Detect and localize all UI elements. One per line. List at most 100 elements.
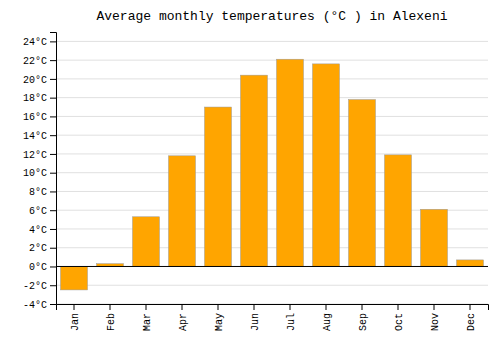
y-tick: 18°C <box>23 93 56 104</box>
x-tick: Mar <box>142 304 153 331</box>
y-tick-label: 8°C <box>29 187 47 198</box>
x-tick-mark <box>326 304 327 310</box>
y-tick-label: -2°C <box>23 281 47 292</box>
grid-line <box>56 153 488 154</box>
plot: -4°C -2°C 0°C 2°C 4°C 6°C 8°C 10°C 12°C 14°C 16°C 1… <box>23 33 489 332</box>
y-tick-mark <box>50 304 56 305</box>
y-tick-label: 16°C <box>23 112 47 123</box>
x-tick-label: Sep <box>358 313 369 331</box>
y-tick: 6°C <box>29 206 56 217</box>
grid-line <box>56 97 488 98</box>
y-axis: -4°C -2°C 0°C 2°C 4°C 6°C 8°C 10°C 12°C 14°C 16°C 1… <box>23 33 57 311</box>
y-axis-line <box>50 33 57 305</box>
x-tick-mark <box>74 304 75 310</box>
grid-line <box>56 191 488 192</box>
x-tick-mark <box>362 304 363 310</box>
y-tick-label: 14°C <box>23 131 47 142</box>
bar <box>169 156 196 267</box>
x-tick: May <box>214 304 225 331</box>
y-tick-mark <box>50 173 56 174</box>
x-tick-label: Feb <box>106 313 117 331</box>
x-tick-label: Mar <box>142 313 153 331</box>
y-tick: 8°C <box>29 187 56 198</box>
y-tick: -4°C <box>23 300 56 311</box>
x-tick-label: Dec <box>466 313 477 331</box>
bar <box>421 209 448 266</box>
y-tick-mark <box>50 229 56 230</box>
grid-line <box>56 41 488 42</box>
grid-line <box>56 172 488 173</box>
y-tick: 2°C <box>29 243 56 254</box>
y-tick-mark <box>50 98 56 99</box>
y-tick-label: 24°C <box>23 37 47 48</box>
y-tick-mark <box>50 285 56 286</box>
zero-line <box>56 266 488 267</box>
y-tick: 24°C <box>23 37 56 48</box>
x-tick: Jul <box>286 304 297 331</box>
x-tick-label: Jul <box>286 313 297 331</box>
y-tick-mark <box>50 116 56 117</box>
y-tick: 10°C <box>23 168 56 179</box>
grid-line <box>56 116 488 117</box>
y-tick-label: 18°C <box>23 93 47 104</box>
bars <box>61 59 484 290</box>
bar <box>133 217 160 267</box>
x-tick-label: Jan <box>70 313 81 331</box>
x-tick-mark <box>470 304 471 310</box>
y-tick-mark <box>50 266 56 267</box>
x-tick: Nov <box>430 304 441 331</box>
x-tick-mark <box>434 304 435 310</box>
y-tick-mark <box>50 210 56 211</box>
bar <box>241 75 268 266</box>
x-tick-mark <box>146 304 147 310</box>
bar <box>61 266 88 289</box>
y-tick: 4°C <box>29 225 56 236</box>
title: Average monthly temperatures (°C ) in Al… <box>96 9 447 24</box>
x-tick: Jan <box>70 304 81 331</box>
y-tick-mark <box>50 60 56 61</box>
x-tick: Apr <box>178 304 189 331</box>
x-tick-mark <box>398 304 399 310</box>
y-tick-label: 0°C <box>29 262 47 273</box>
y-tick: 22°C <box>23 56 56 67</box>
x-tick: Feb <box>106 304 117 331</box>
y-tick: 20°C <box>23 75 56 86</box>
y-tick-label: 2°C <box>29 243 47 254</box>
x-tick-mark <box>110 304 111 310</box>
x-tick-label: May <box>214 313 225 331</box>
y-tick-label: -4°C <box>23 300 47 311</box>
grid-line <box>56 266 488 267</box>
y-tick-mark <box>50 79 56 80</box>
y-tick-mark <box>50 191 56 192</box>
x-tick-label: Jun <box>250 313 261 331</box>
x-tick-mark <box>218 304 219 310</box>
y-tick-label: 20°C <box>23 75 47 86</box>
x-tick: Aug <box>322 304 333 331</box>
y-tick: 12°C <box>23 150 56 161</box>
y-tick-mark <box>50 135 56 136</box>
y-tick-label: 10°C <box>23 168 47 179</box>
y-tick-mark <box>50 154 56 155</box>
x-tick-mark <box>254 304 255 310</box>
grid-line <box>56 285 488 286</box>
y-tick-label: 12°C <box>23 150 47 161</box>
y-tick-mark <box>50 41 56 42</box>
x-tick-mark <box>182 304 183 310</box>
chart: -4°C -2°C 0°C 2°C 4°C 6°C 8°C 10°C 12°C 14°C 16°C 1… <box>0 0 500 350</box>
y-tick-label: 22°C <box>23 56 47 67</box>
x-tick: Sep <box>358 304 369 331</box>
x-tick-label: Nov <box>430 313 441 331</box>
y-tick-mark <box>50 248 56 249</box>
x-tick-label: Oct <box>394 313 405 331</box>
y-tick-label: 6°C <box>29 206 47 217</box>
x-axis: Jan Feb Mar Apr May Jun Jul Aug Sep Oct Nov Dec <box>57 304 489 331</box>
x-tick-mark <box>290 304 291 310</box>
grid <box>56 41 488 304</box>
x-tick-label: Apr <box>178 313 189 331</box>
bar <box>385 155 412 267</box>
grid-line <box>56 135 488 136</box>
x-tick: Jun <box>250 304 261 331</box>
grid-line <box>56 78 488 79</box>
y-tick: 16°C <box>23 112 56 123</box>
bar <box>349 100 376 267</box>
